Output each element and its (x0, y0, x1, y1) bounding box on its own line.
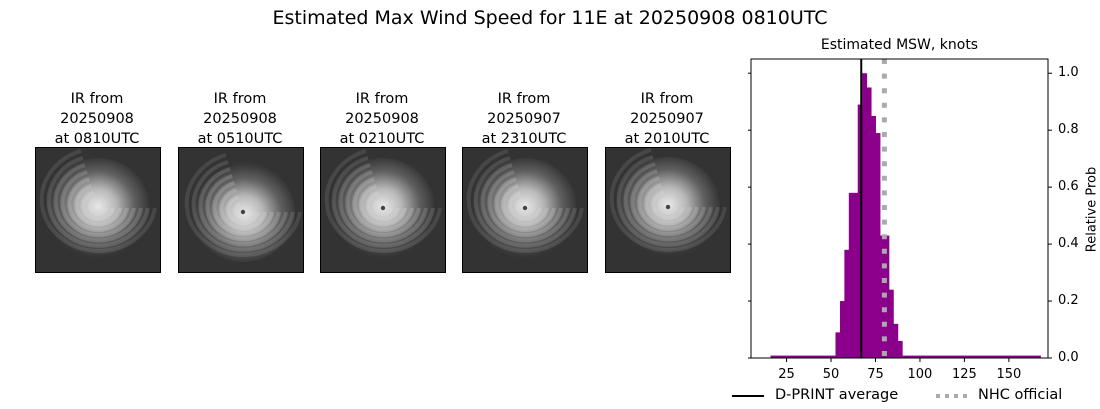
histogram-bar (844, 249, 850, 358)
ir-satellite-image (320, 147, 446, 273)
y-axis-label: Relative Prob (1084, 166, 1100, 253)
x-tick-label: 100 (907, 367, 933, 382)
histogram-bar (862, 73, 868, 358)
histogram-bar (853, 192, 859, 358)
legend-solid-line-icon (732, 395, 764, 397)
ir-panel-title-line: IR from (213, 91, 267, 107)
ir-panel-title: IR from 20250908 at 0510UTC (170, 89, 310, 149)
histogram-bar (857, 104, 863, 358)
legend-dotted-line-icon (936, 394, 968, 398)
x-tick-label: 75 (867, 367, 884, 382)
ir-panel-title-line: 20250908 (203, 111, 277, 127)
ir-panel-title-line: 20250908 (60, 111, 134, 127)
ir-satellite-image (178, 147, 304, 273)
histogram-bar (888, 289, 894, 358)
ir-panel-title: IR from 20250907 at 2310UTC (454, 89, 594, 149)
histogram-bar (848, 192, 854, 358)
ir-panel-title-line: 20250907 (487, 111, 561, 127)
ir-panel-title-line: IR from (355, 91, 409, 107)
ir-panel-title: IR from 20250907 at 2010UTC (597, 89, 737, 149)
hurricane-ir-icon (321, 148, 445, 272)
ir-panel-title-line: at 0510UTC (197, 131, 283, 147)
y-tick-label: 0.8 (1058, 122, 1079, 138)
histogram-bar (835, 332, 841, 358)
y-tick-label: 0.2 (1058, 293, 1079, 309)
y-tick-label: 1.0 (1058, 65, 1079, 81)
ir-panel-title-line: 20250908 (345, 111, 419, 127)
ir-panel-title-line: IR from (497, 91, 551, 107)
x-tick-label: 50 (822, 367, 840, 382)
figure-title: Estimated Max Wind Speed for 11E at 2025… (272, 7, 828, 29)
x-tick-label: 25 (778, 367, 795, 382)
histogram-bar (875, 133, 881, 358)
ir-panel-title: IR from 20250908 at 0210UTC (312, 89, 452, 149)
ir-satellite-image (462, 147, 588, 273)
y-tick-label: 0.0 (1058, 350, 1079, 365)
x-tick-label: 150 (996, 367, 1022, 382)
hurricane-ir-icon (36, 148, 160, 272)
hurricane-ir-icon (606, 148, 730, 272)
y-tick-label: 0.6 (1058, 179, 1079, 195)
ir-panel-title-line: 20250907 (630, 111, 704, 127)
histogram-bar (893, 323, 899, 358)
hurricane-ir-icon (179, 148, 303, 272)
x-tick-label: 125 (951, 367, 977, 382)
ir-panel-title-line: at 2010UTC (624, 131, 710, 147)
ir-panel-title-line: at 0810UTC (54, 131, 140, 147)
ir-panel-title-line: IR from (70, 91, 124, 107)
ir-panel-title: IR from 20250908 at 0810UTC (27, 89, 167, 149)
chart-title: Estimated MSW, knots (820, 37, 979, 53)
histogram-bar (866, 87, 872, 358)
histogram-bar (839, 301, 845, 358)
histogram-bar (871, 115, 876, 358)
legend-nhc-label: NHC official (978, 387, 1063, 403)
ir-satellite-image (35, 147, 161, 273)
hurricane-ir-icon (463, 148, 587, 272)
histogram-bar (897, 340, 903, 358)
ir-panel-title-line: IR from (640, 91, 694, 107)
ir-panel-title-line: at 2310UTC (481, 131, 567, 147)
y-tick-label: 0.4 (1058, 236, 1079, 252)
legend-dprint-label: D-PRINT average (775, 387, 899, 403)
ir-panel-title-line: at 0210UTC (339, 131, 425, 147)
ir-satellite-image (605, 147, 731, 273)
